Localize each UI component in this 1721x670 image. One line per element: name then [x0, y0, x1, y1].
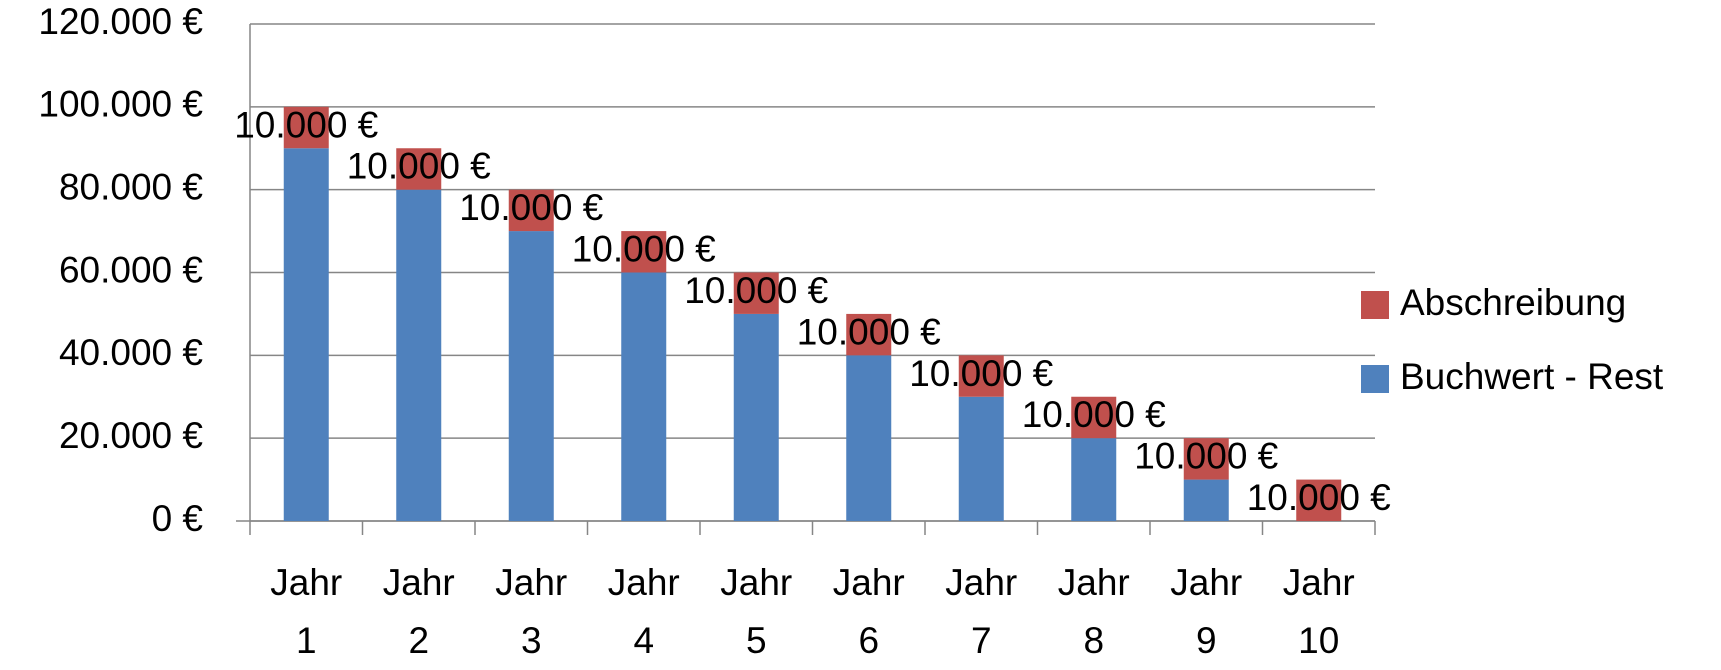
bar-segment — [733, 313, 779, 521]
bar-segment — [621, 272, 667, 521]
x-tick-label: Jahr 3 — [495, 562, 568, 661]
bar-segment — [846, 313, 892, 356]
legend-swatch — [1361, 291, 1389, 319]
x-tick-label: Jahr 9 — [1170, 562, 1243, 661]
x-tick-label: Jahr 5 — [720, 562, 793, 661]
x-tick-label: Jahr 10 — [1282, 562, 1355, 661]
bar-segment — [1183, 479, 1229, 521]
x-tick-label: Jahr 7 — [945, 562, 1018, 661]
bar-segment — [508, 189, 554, 232]
x-tick-label: Jahr 6 — [832, 562, 905, 661]
legend-label: Abschreibung — [1400, 282, 1626, 323]
bar-segment — [958, 396, 1004, 521]
y-tick-label: 100.000 € — [38, 84, 203, 125]
data-label: 10.000 € — [459, 187, 603, 228]
data-label: 10.000 € — [1134, 436, 1278, 477]
bar-segment — [1296, 479, 1342, 521]
y-tick-label: 80.000 € — [59, 166, 203, 207]
x-tick-label: Jahr 2 — [382, 562, 455, 661]
legend-swatch — [1361, 365, 1389, 393]
x-tick-label: Jahr 1 — [270, 562, 343, 661]
data-label: 10.000 € — [572, 229, 716, 270]
bar-segment — [396, 189, 442, 521]
bar-segment — [396, 148, 442, 190]
y-tick-label: 20.000 € — [59, 415, 203, 456]
y-tick-label: 0 € — [152, 498, 204, 539]
data-label: 10.000 € — [234, 104, 378, 145]
bar-segment — [621, 231, 667, 273]
bar-segment — [1071, 438, 1117, 521]
bar-segment — [958, 355, 1004, 397]
y-tick-label: 120.000 € — [38, 1, 203, 42]
x-tick-label: Jahr 4 — [607, 562, 680, 661]
bar-segment — [733, 272, 779, 314]
data-label: 10.000 € — [797, 311, 941, 352]
bar-segment — [283, 148, 329, 521]
data-label: 10.000 € — [1022, 394, 1166, 435]
data-label: 10.000 € — [347, 146, 491, 187]
bar-segment — [1071, 396, 1117, 439]
legend-label: Buchwert - Rest — [1400, 356, 1664, 397]
y-tick-label: 40.000 € — [59, 332, 203, 373]
y-tick-label: 60.000 € — [59, 249, 203, 290]
data-label: 10.000 € — [684, 270, 828, 311]
x-tick-label: Jahr 8 — [1057, 562, 1130, 661]
bar-segment — [508, 231, 554, 522]
data-label: 10.000 € — [909, 353, 1053, 394]
data-label: 10.000 € — [1247, 477, 1391, 518]
bar-segment — [1183, 438, 1229, 480]
bar-segment — [283, 106, 329, 149]
bar-segment — [846, 355, 892, 521]
